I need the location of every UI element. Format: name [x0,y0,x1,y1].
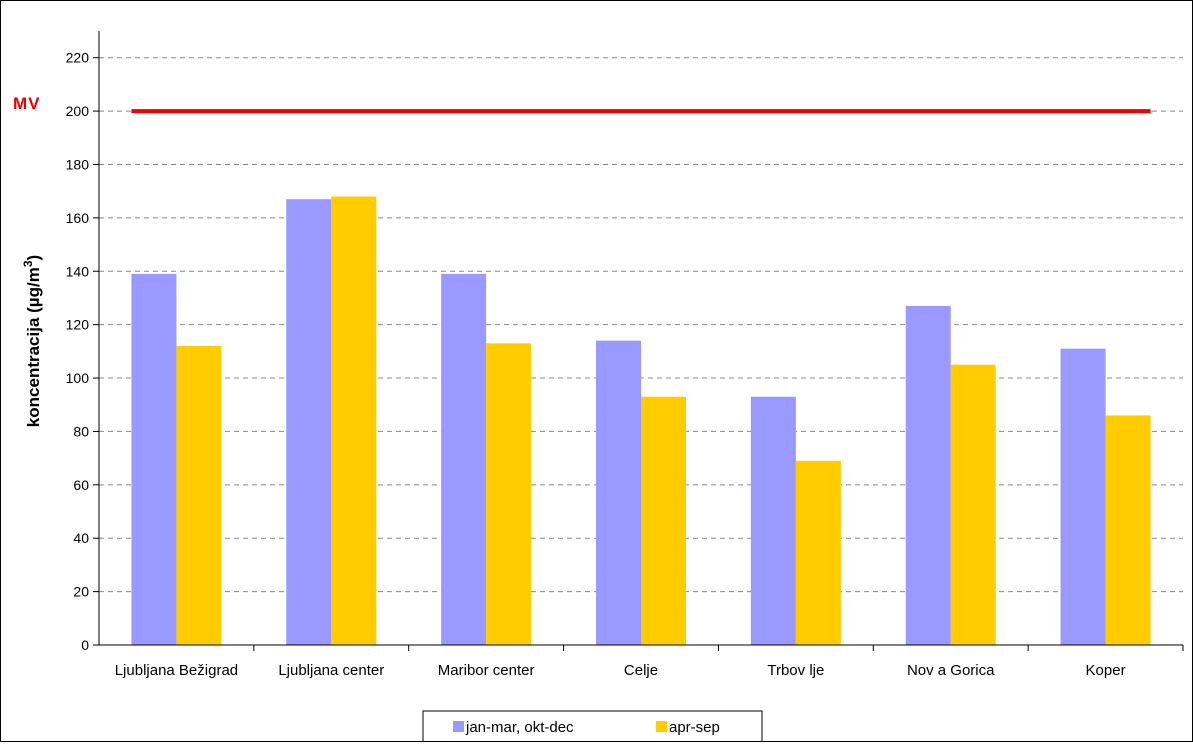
y-axis-label-main: koncentracija (µg/m [24,267,43,427]
y-axis-label-superscript: 3 [21,260,35,267]
legend-box [422,710,763,744]
bar-apr-sep [795,460,841,645]
y-tick-label: 80 [73,423,89,439]
y-tick-label: 0 [81,637,89,653]
x-category-label: Celje [624,662,658,679]
axes: 0 20 40 60 80 100 120 140 160 180 200 220 Ljubljana … [66,31,1184,679]
bar-apr-sep [641,396,686,645]
legend-label-series-2: apr-sep [669,719,720,736]
x-category-label: Ljubljana center [278,662,384,679]
bar-jan-mar-okt-dec [905,305,951,645]
y-axis-label: koncentracija (µg/m3) [21,255,43,427]
bar-jan-mar-okt-dec [441,273,487,645]
y-tick-label: 160 [66,210,90,226]
bar-apr-sep [176,346,222,645]
bar-jan-mar-okt-dec [596,340,641,645]
bar-jan-mar-okt-dec [131,273,177,645]
limit-line-group: MV [13,94,1151,114]
x-category-label: Nov a Gorica [907,662,995,679]
x-category-label: Trbov lje [767,662,824,679]
bar-jan-mar-okt-dec [286,199,332,645]
bar-apr-sep [486,343,532,645]
bar-jan-mar-okt-dec [1060,348,1106,645]
y-tick-label: 120 [66,317,90,333]
legend-label-series-1: jan-mar, okt-dec [465,719,574,736]
limit-line-label: MV [13,94,41,113]
y-tick-label: 40 [73,530,89,546]
legend: jan-mar, okt-dec apr-sep [422,710,763,744]
y-tick-label: 200 [66,103,90,119]
bar-jan-mar-okt-dec [750,396,796,645]
bar-apr-sep [1105,415,1151,645]
bars [131,196,1151,645]
y-tick-label: 60 [73,477,89,493]
x-category-label: Koper [1086,662,1126,679]
x-category-label: Ljubljana Bežigrad [115,662,238,679]
bar-apr-sep [950,364,996,645]
legend-swatch-series-1 [453,721,464,732]
y-tick-label: 140 [66,263,90,279]
y-tick-label: 180 [66,156,90,172]
y-tick-label: 20 [73,584,89,600]
y-tick-label: 100 [66,370,90,386]
y-tick-label: 220 [66,50,90,66]
x-category-label: Maribor center [438,662,535,679]
legend-swatch-series-2 [656,721,667,732]
bar-apr-sep [331,196,377,645]
y-axis-label-close: ) [24,255,43,261]
